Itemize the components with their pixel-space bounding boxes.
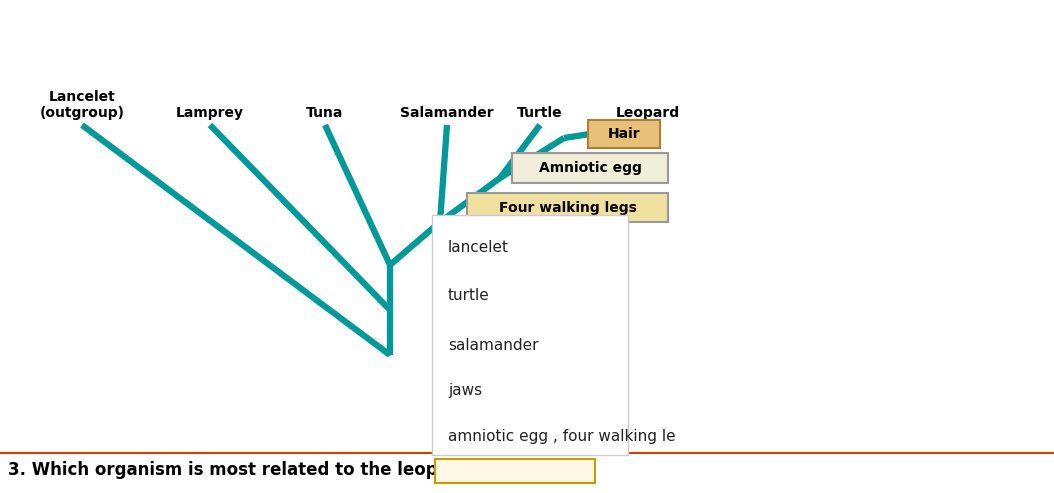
Text: salamander: salamander bbox=[448, 338, 539, 352]
FancyBboxPatch shape bbox=[512, 153, 668, 183]
Text: Tuna: Tuna bbox=[307, 106, 344, 120]
FancyBboxPatch shape bbox=[435, 459, 596, 483]
FancyBboxPatch shape bbox=[432, 215, 628, 455]
Text: Amniotic egg: Amniotic egg bbox=[539, 161, 642, 175]
Text: amniotic egg , four walking le: amniotic egg , four walking le bbox=[448, 429, 676, 445]
Text: jaws: jaws bbox=[448, 383, 482, 397]
Text: lancelet: lancelet bbox=[448, 241, 509, 255]
Text: 3. Which organism is most related to the leopard?: 3. Which organism is most related to the… bbox=[8, 461, 479, 479]
Text: Lamprey: Lamprey bbox=[176, 106, 243, 120]
Text: Salamander: Salamander bbox=[401, 106, 494, 120]
Text: Leopard: Leopard bbox=[616, 106, 680, 120]
Text: Turtle: Turtle bbox=[518, 106, 563, 120]
FancyBboxPatch shape bbox=[588, 120, 660, 148]
Text: turtle: turtle bbox=[448, 287, 490, 303]
Text: Four walking legs: Four walking legs bbox=[499, 201, 637, 214]
Text: Hair: Hair bbox=[608, 127, 641, 141]
Text: Lancelet
(outgroup): Lancelet (outgroup) bbox=[39, 90, 124, 120]
FancyBboxPatch shape bbox=[467, 193, 668, 222]
